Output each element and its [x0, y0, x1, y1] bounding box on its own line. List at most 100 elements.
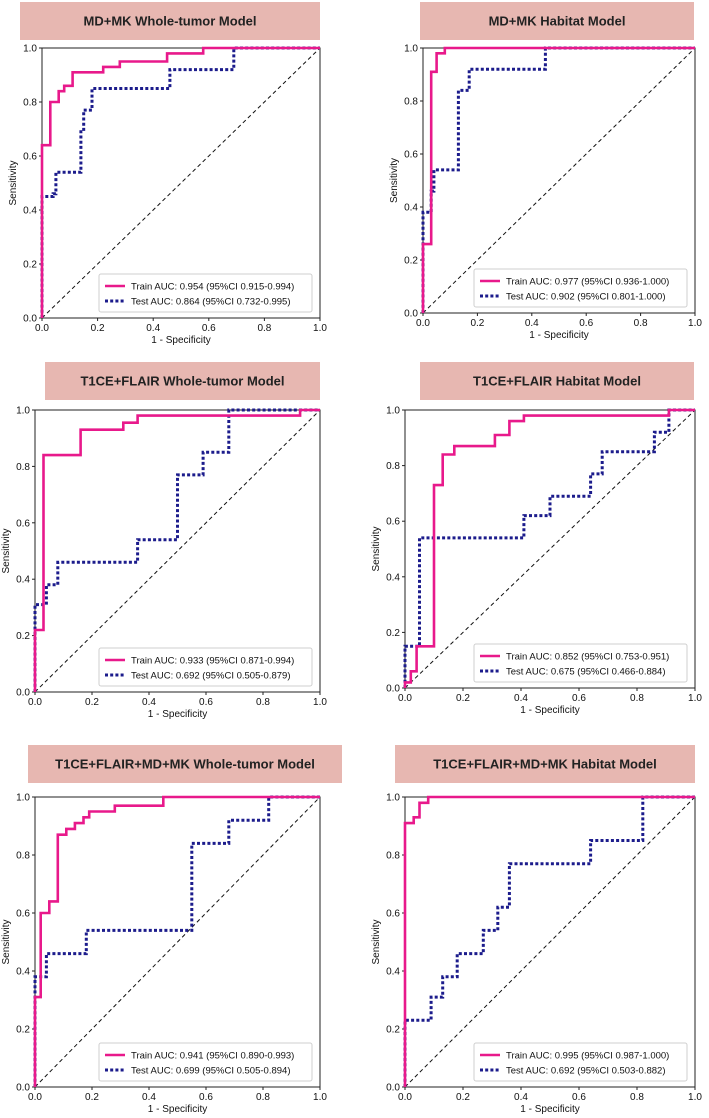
x-tick-label: 1.0 — [688, 693, 702, 704]
x-tick-label: 1.0 — [688, 1092, 702, 1103]
x-tick-label: 0.6 — [579, 318, 593, 329]
legend-box — [98, 1042, 313, 1082]
x-tick-label: 0.2 — [91, 323, 105, 334]
x-axis-label: 1 - Specificity — [520, 1104, 579, 1115]
y-tick-label: 0.0 — [23, 314, 37, 325]
x-tick-label: 0.0 — [398, 1092, 412, 1103]
legend-box — [473, 643, 688, 683]
x-tick-label: 0.8 — [630, 693, 644, 704]
test-roc-line — [33, 795, 320, 1087]
test-roc-line — [403, 408, 695, 688]
legend-train-label: Train AUC: 0.933 (95%CI 0.871-0.994) — [131, 656, 294, 667]
chance-diagonal-line — [34, 409, 321, 693]
x-tick-label: 0.8 — [256, 1092, 270, 1103]
panel-title: MD+MK Whole-tumor Model — [84, 14, 257, 29]
chance-diagonal-line — [404, 409, 696, 689]
panel-title-box — [45, 362, 320, 400]
panel-title-box — [420, 2, 694, 40]
y-tick-label: 1.0 — [386, 406, 400, 417]
test-roc-line — [421, 46, 695, 313]
legend-test-label: Test AUC: 0.675 (95%CI 0.466-0.884) — [506, 667, 665, 678]
x-tick-label: 1.0 — [313, 697, 327, 708]
chance-diagonal-line — [41, 47, 321, 319]
y-tick-label: 0.4 — [23, 206, 37, 217]
y-tick-label: 0.2 — [404, 256, 418, 267]
y-tick-label: 0.0 — [386, 1083, 400, 1094]
legend-test-label: Test AUC: 0.692 (95%CI 0.503-0.882) — [506, 1066, 665, 1077]
x-tick-label: 0.6 — [202, 323, 216, 334]
y-tick-label: 1.0 — [16, 406, 30, 417]
y-axis-label: Sensitivity — [1, 528, 12, 573]
legend-train-label: Train AUC: 0.852 (95%CI 0.753-0.951) — [506, 652, 669, 663]
legend-test-label: Test AUC: 0.699 (95%CI 0.505-0.894) — [131, 1066, 290, 1077]
chance-diagonal-line — [404, 796, 696, 1088]
train-roc-line — [403, 795, 695, 1087]
x-tick-label: 0.2 — [470, 318, 484, 329]
y-tick-label: 0.4 — [16, 967, 30, 978]
x-tick-label: 0.4 — [142, 697, 156, 708]
y-tick-label: 0.8 — [16, 462, 30, 473]
y-tick-label: 0.0 — [16, 1083, 30, 1094]
y-tick-label: 0.6 — [23, 152, 37, 163]
y-tick-label: 0.8 — [23, 98, 37, 109]
x-tick-label: 0.2 — [456, 1092, 470, 1103]
x-tick-label: 1.0 — [688, 318, 702, 329]
y-tick-label: 1.0 — [404, 44, 418, 55]
y-tick-label: 0.4 — [16, 575, 30, 586]
legend-train-label: Train AUC: 0.941 (95%CI 0.890-0.993) — [131, 1051, 294, 1062]
x-tick-label: 0.4 — [514, 693, 528, 704]
legend-box — [473, 268, 688, 308]
legend-box — [473, 1042, 688, 1082]
x-axis-label: 1 - Specificity — [529, 330, 588, 341]
y-tick-label: 0.8 — [386, 851, 400, 862]
x-tick-label: 0.0 — [28, 697, 42, 708]
x-tick-label: 0.0 — [28, 1092, 42, 1103]
x-tick-label: 0.2 — [85, 1092, 99, 1103]
x-tick-label: 0.4 — [142, 1092, 156, 1103]
y-tick-label: 0.6 — [404, 150, 418, 161]
x-tick-label: 0.0 — [398, 693, 412, 704]
y-tick-label: 0.2 — [23, 260, 37, 271]
x-tick-label: 0.0 — [35, 323, 49, 334]
panel-title-box — [20, 2, 320, 40]
x-tick-label: 0.6 — [572, 693, 586, 704]
chance-diagonal-line — [34, 796, 321, 1088]
y-tick-label: 0.0 — [386, 684, 400, 695]
x-tick-label: 0.8 — [256, 697, 270, 708]
x-axis-label: 1 - Specificity — [151, 335, 210, 346]
y-tick-label: 0.6 — [16, 909, 30, 920]
y-tick-label: 0.2 — [386, 628, 400, 639]
legend-box — [98, 647, 313, 687]
x-tick-label: 0.4 — [146, 323, 160, 334]
y-tick-label: 0.4 — [386, 572, 400, 583]
y-tick-label: 1.0 — [23, 44, 37, 55]
y-tick-label: 0.0 — [16, 688, 30, 699]
panel-title: T1CE+FLAIR+MD+MK Whole-tumor Model — [55, 757, 315, 772]
y-axis-label: Sensitivity — [371, 526, 382, 571]
y-axis-label: Sensitivity — [389, 158, 400, 203]
x-axis-label: 1 - Specificity — [148, 1104, 207, 1115]
x-tick-label: 0.8 — [630, 1092, 644, 1103]
x-tick-label: 1.0 — [313, 1092, 327, 1103]
x-tick-label: 0.8 — [634, 318, 648, 329]
x-tick-label: 0.2 — [85, 697, 99, 708]
y-tick-label: 0.2 — [16, 631, 30, 642]
y-tick-label: 0.0 — [404, 309, 418, 320]
y-tick-label: 0.6 — [386, 909, 400, 920]
legend-box — [98, 273, 313, 313]
train-roc-line — [33, 408, 320, 692]
legend-train-label: Train AUC: 0.954 (95%CI 0.915-0.994) — [131, 282, 294, 293]
x-tick-label: 0.4 — [514, 1092, 528, 1103]
train-roc-line — [33, 795, 320, 1087]
x-tick-label: 0.0 — [416, 318, 430, 329]
roc-panel-4: T1CE+FLAIR Habitat Model 0.0 0.2 0.4 0.6 0.8 1… — [371, 362, 702, 716]
plot-frame — [34, 409, 321, 693]
test-roc-line — [403, 795, 695, 1087]
panel-title: T1CE+FLAIR Habitat Model — [473, 374, 641, 389]
roc-panel-1: MD+MK Whole-tumor Model 0.0 0.2 0.4 0.6 0.8 1.… — [8, 2, 327, 346]
y-axis-label: Sensitivity — [371, 919, 382, 964]
x-tick-label: 0.4 — [525, 318, 539, 329]
y-axis-label: Sensitivity — [8, 160, 19, 205]
panel-title-box — [28, 745, 342, 783]
